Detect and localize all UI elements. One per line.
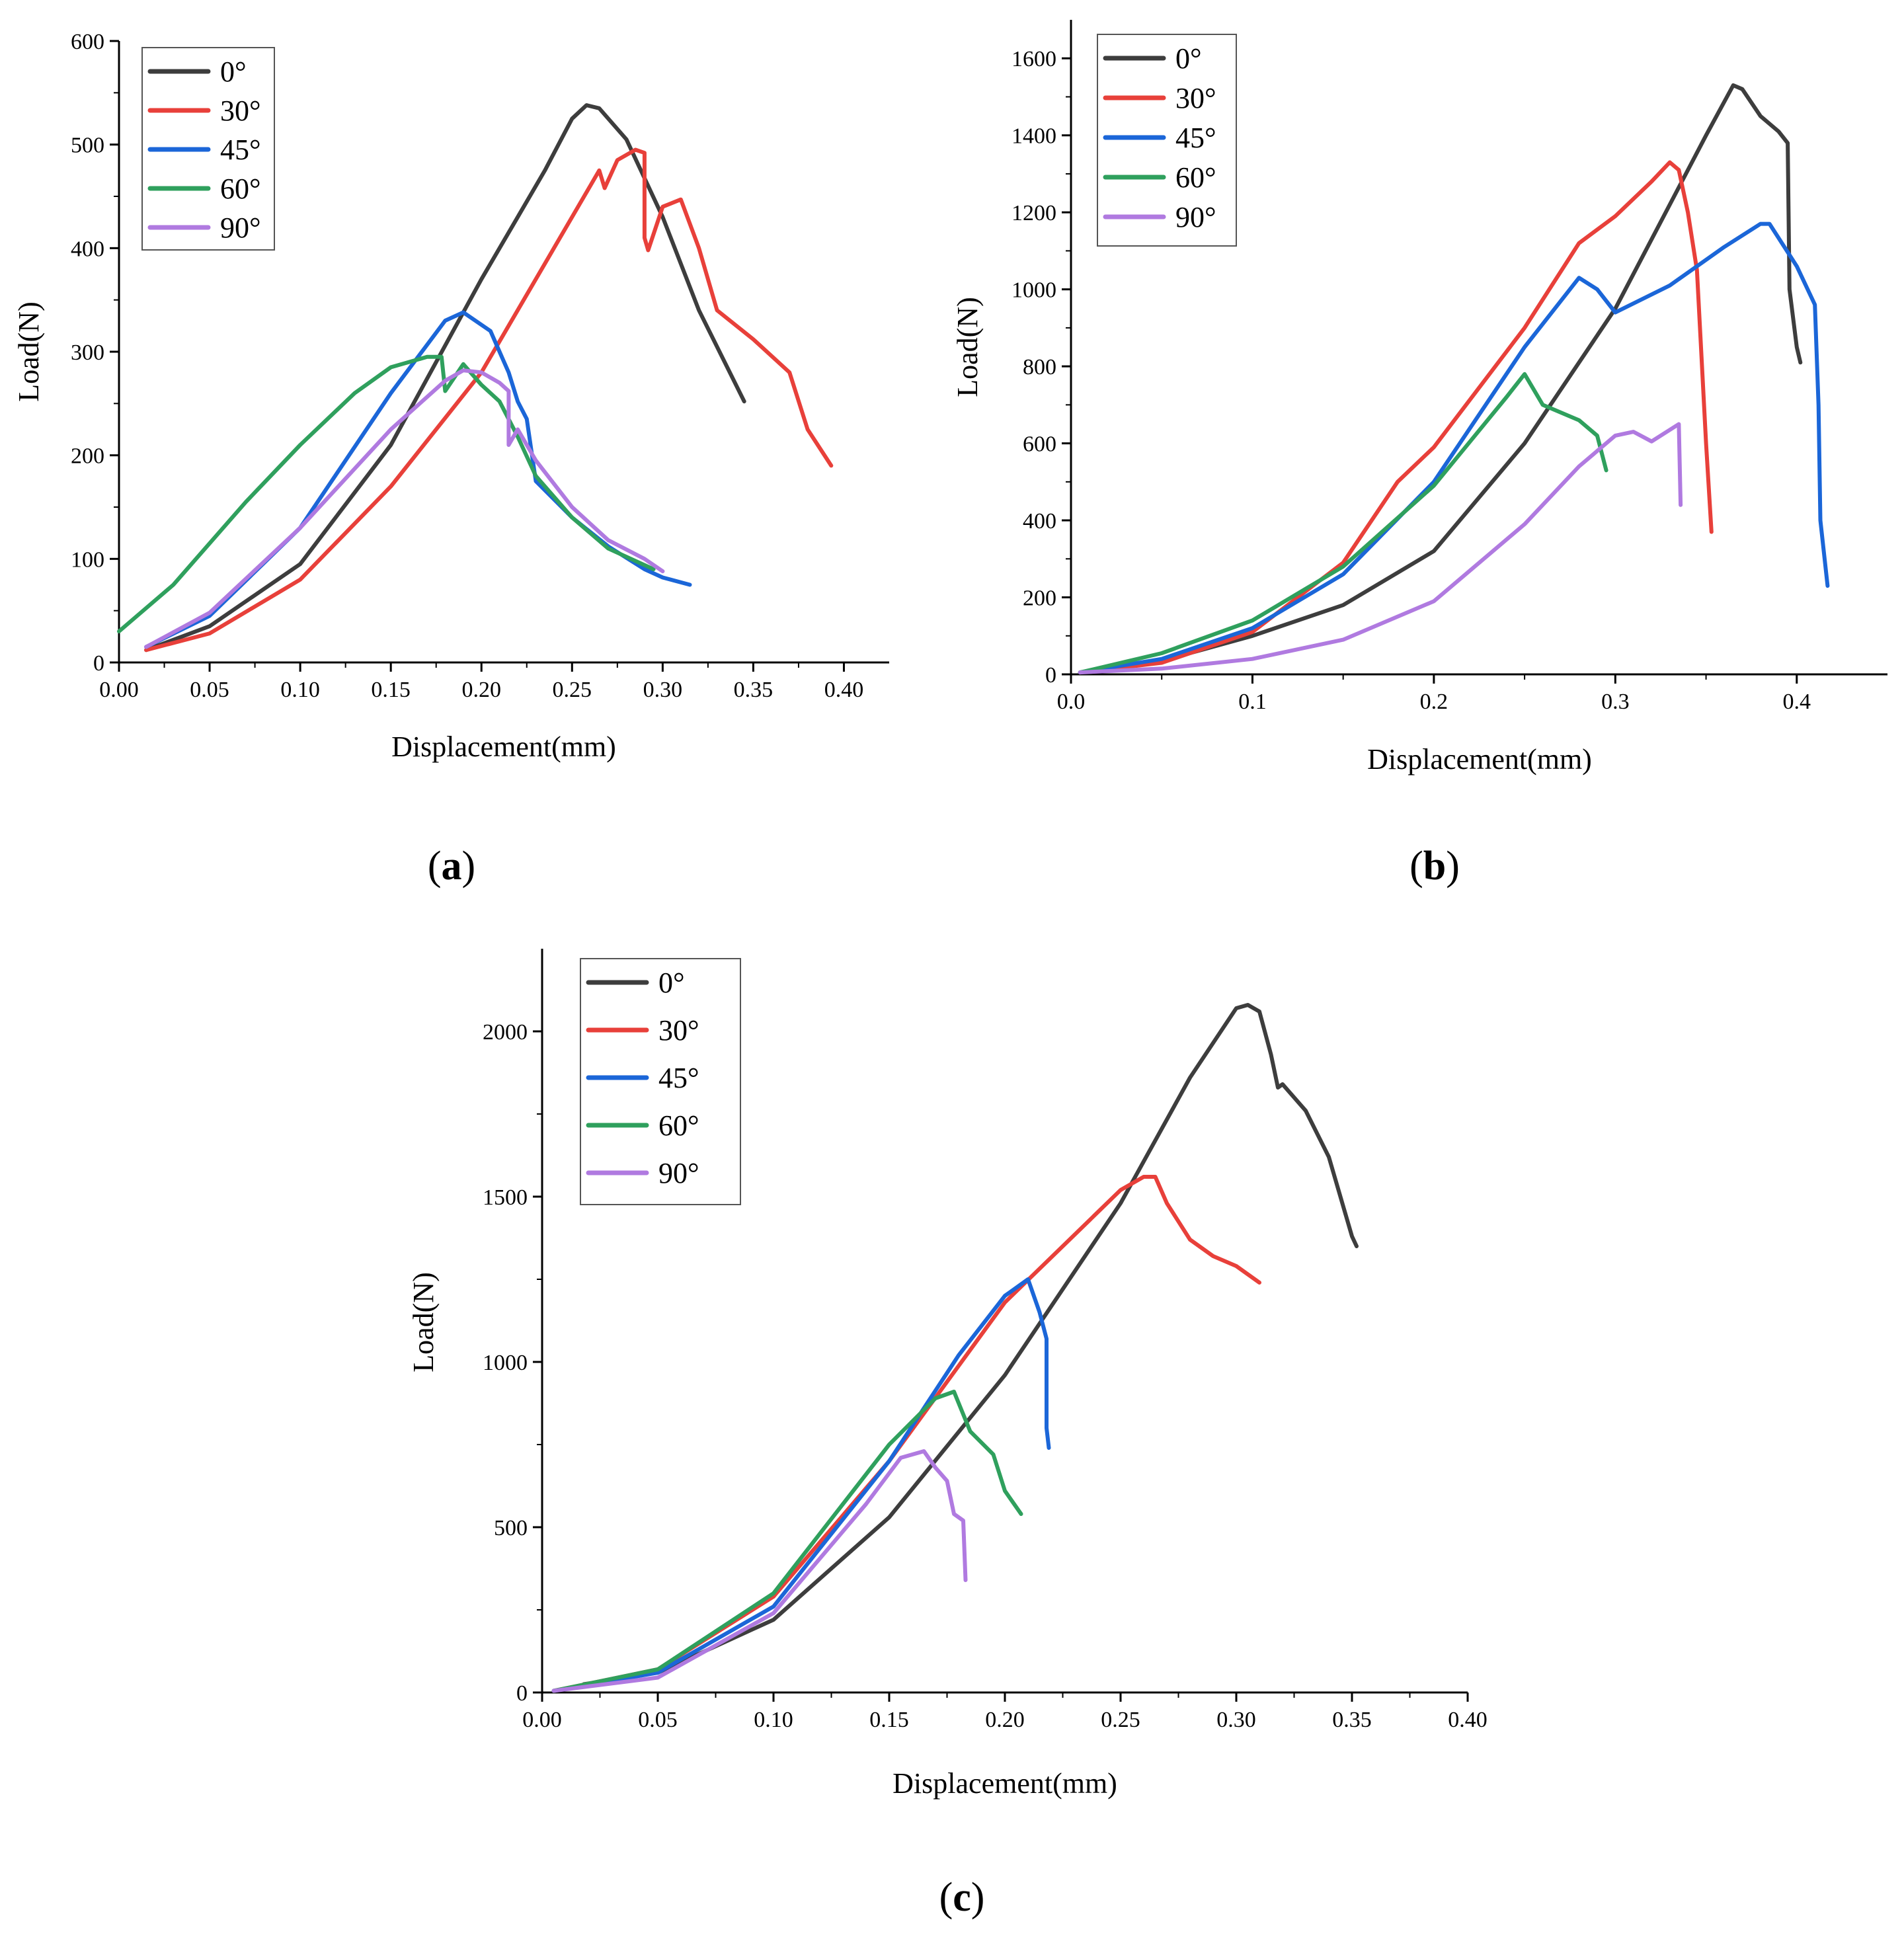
y-tick-label: 100 bbox=[71, 547, 104, 572]
y-tick-label: 300 bbox=[71, 340, 104, 365]
y-tick-label: 1500 bbox=[483, 1185, 528, 1210]
series-line-3 bbox=[117, 354, 656, 633]
y-tick-label: 0 bbox=[93, 651, 104, 676]
x-tick-label: 0.05 bbox=[638, 1708, 678, 1732]
x-tick-label: 0.40 bbox=[824, 678, 864, 702]
x-tick-label: 0.10 bbox=[754, 1708, 793, 1732]
series-line-2 bbox=[551, 1277, 1051, 1693]
panel-letter: b bbox=[1423, 844, 1446, 889]
legend-label: 90° bbox=[220, 212, 261, 244]
y-tick-label: 500 bbox=[71, 134, 104, 158]
legend-box bbox=[580, 958, 741, 1205]
y-tick-label: 200 bbox=[1023, 586, 1056, 611]
series-line-0 bbox=[582, 1003, 1359, 1687]
legend-label: 30° bbox=[220, 95, 261, 127]
x-tick-label: 0.30 bbox=[1216, 1708, 1256, 1732]
x-tick-label: 0.25 bbox=[1101, 1708, 1140, 1732]
panel-caption: (a) bbox=[428, 844, 475, 889]
y-axis-title: Load(N) bbox=[13, 301, 45, 402]
series-line-3 bbox=[1078, 372, 1608, 675]
y-tick-label: 1200 bbox=[1012, 201, 1056, 225]
legend-label: 90° bbox=[1175, 201, 1216, 233]
legend-label: 45° bbox=[220, 134, 261, 166]
y-tick-label: 400 bbox=[71, 237, 104, 261]
y-axis-title: Load(N) bbox=[407, 1272, 440, 1372]
series-line-0 bbox=[1078, 83, 1803, 675]
legend-label: 60° bbox=[658, 1109, 699, 1142]
panel-caption: (b) bbox=[1409, 844, 1460, 889]
y-tick-label: 1400 bbox=[1012, 124, 1056, 149]
legend-label: 30° bbox=[1175, 82, 1216, 114]
x-axis-title: Displacement(mm) bbox=[892, 1767, 1117, 1800]
y-tick-label: 0 bbox=[516, 1681, 528, 1706]
x-tick-label: 0.25 bbox=[553, 678, 592, 702]
legend-label: 45° bbox=[658, 1062, 699, 1094]
panel-caption: (c) bbox=[939, 1875, 985, 1920]
series-line-4 bbox=[551, 1449, 968, 1693]
series-line-1 bbox=[144, 147, 834, 653]
x-tick-label: 0.05 bbox=[190, 678, 229, 702]
legend-label: 90° bbox=[658, 1157, 699, 1189]
x-tick-label: 0.00 bbox=[522, 1708, 562, 1732]
legend-box bbox=[1097, 34, 1237, 247]
x-tick-label: 0.10 bbox=[280, 678, 320, 702]
x-tick-label: 0.1 bbox=[1238, 690, 1267, 714]
x-tick-label: 0.4 bbox=[1783, 690, 1811, 714]
legend-label: 0° bbox=[1175, 42, 1202, 75]
series-line-4 bbox=[1078, 422, 1683, 675]
x-tick-label: 0.2 bbox=[1420, 690, 1448, 714]
x-tick-label: 0.00 bbox=[99, 678, 139, 702]
series-line-4 bbox=[144, 368, 665, 649]
y-tick-label: 1600 bbox=[1012, 47, 1056, 71]
series-line-1 bbox=[1078, 160, 1714, 675]
y-tick-label: 2000 bbox=[483, 1020, 528, 1045]
y-tick-label: 600 bbox=[71, 30, 104, 54]
legend-label: 0° bbox=[220, 56, 247, 88]
y-tick-label: 200 bbox=[71, 444, 104, 469]
legend-label: 60° bbox=[1175, 161, 1216, 194]
y-tick-label: 0 bbox=[1045, 663, 1056, 688]
legend-label: 45° bbox=[1175, 122, 1216, 154]
chart-panel-b: 0.0 0.1 0.2 0.3 0.4 0 200 400 600 800 1000 1200 1400… bbox=[951, 20, 1887, 889]
series-line-2 bbox=[1078, 221, 1830, 675]
x-tick-label: 0.15 bbox=[371, 678, 411, 702]
chart-panel-c: 0.00 0.05 0.10 0.15 0.20 0.25 0.30 0.35 0.40 0 500… bbox=[407, 949, 1488, 1920]
y-tick-label: 600 bbox=[1023, 432, 1056, 457]
series-line-3 bbox=[551, 1390, 1023, 1693]
x-tick-label: 0.20 bbox=[985, 1708, 1025, 1732]
y-tick-label: 1000 bbox=[1012, 278, 1056, 303]
x-tick-label: 0.35 bbox=[1332, 1708, 1372, 1732]
y-axis-title: Load(N) bbox=[951, 297, 984, 397]
series-line-1 bbox=[551, 1175, 1261, 1693]
chart-panel-a: 0.00 0.05 0.10 0.15 0.20 0.25 0.30 0.35 0.40 0 100… bbox=[13, 30, 889, 889]
x-tick-label: 0.15 bbox=[869, 1708, 909, 1732]
legend-label: 0° bbox=[658, 967, 685, 999]
y-tick-label: 1000 bbox=[483, 1351, 528, 1375]
series-line-0 bbox=[144, 103, 746, 653]
y-tick-label: 400 bbox=[1023, 509, 1056, 534]
x-tick-label: 0.40 bbox=[1448, 1708, 1488, 1732]
legend-label: 60° bbox=[220, 173, 261, 205]
x-tick-label: 0.20 bbox=[461, 678, 501, 702]
x-tick-label: 0.3 bbox=[1601, 690, 1630, 714]
x-axis-title: Displacement(mm) bbox=[391, 731, 616, 763]
x-tick-label: 0.30 bbox=[643, 678, 683, 702]
y-tick-label: 800 bbox=[1023, 355, 1056, 379]
legend-label: 30° bbox=[658, 1014, 699, 1047]
x-tick-label: 0.35 bbox=[734, 678, 774, 702]
x-tick-label: 0.0 bbox=[1057, 690, 1086, 714]
panel-letter: c bbox=[953, 1875, 971, 1920]
x-axis-title: Displacement(mm) bbox=[1367, 743, 1592, 776]
panel-letter: a bbox=[442, 844, 462, 889]
y-tick-label: 500 bbox=[494, 1516, 528, 1540]
